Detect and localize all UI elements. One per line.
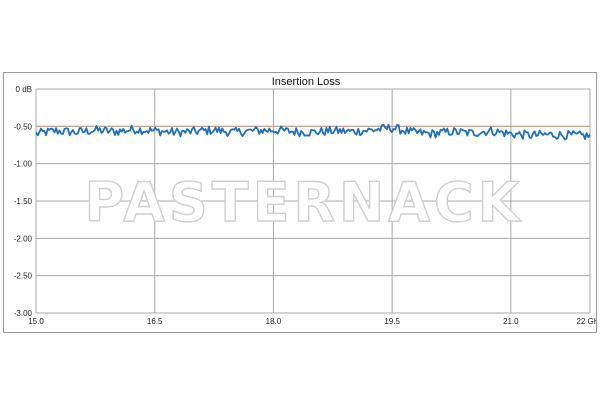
series-line-0: [35, 123, 591, 141]
x-tick-label-4: 21.0: [503, 317, 519, 326]
y-tick-label-1: -0.50: [14, 122, 33, 131]
x-tick-labels: 15.0 16.5 18.0 19.5 21.0 22 GHz: [28, 317, 596, 326]
y-tick-label-3: -1.50: [14, 197, 33, 206]
watermark: PASTERNACK: [84, 171, 523, 234]
chart-frame: PASTERNACK 0 dB -0.50 -1.00 -1.50 -2.00 -2.50…: [3, 72, 597, 333]
x-tick-label-3: 19.5: [384, 317, 400, 326]
series-group: [35, 123, 591, 141]
y-tick-label-0: 0 dB: [16, 85, 32, 94]
x-tick-label-2: 18.0: [266, 317, 282, 326]
x-tick-label-5: 22 GHz: [576, 317, 596, 326]
x-tick-label-1: 16.5: [147, 317, 163, 326]
watermark-group: PASTERNACK: [84, 170, 523, 234]
y-tick-label-2: -1.00: [14, 160, 33, 169]
y-tick-labels: 0 dB -0.50 -1.00 -1.50 -2.00 -2.50 -3.00: [14, 85, 33, 318]
x-tick-label-0: 15.0: [28, 317, 44, 326]
y-tick-label-4: -2.00: [14, 234, 33, 243]
insertion-loss-chart: PASTERNACK 0 dB -0.50 -1.00 -1.50 -2.00 -2.50…: [14, 76, 596, 326]
chart-title: Insertion Loss: [272, 76, 341, 88]
y-tick-label-5: -2.50: [14, 272, 33, 281]
y-tick-label-6: -3.00: [14, 309, 33, 318]
